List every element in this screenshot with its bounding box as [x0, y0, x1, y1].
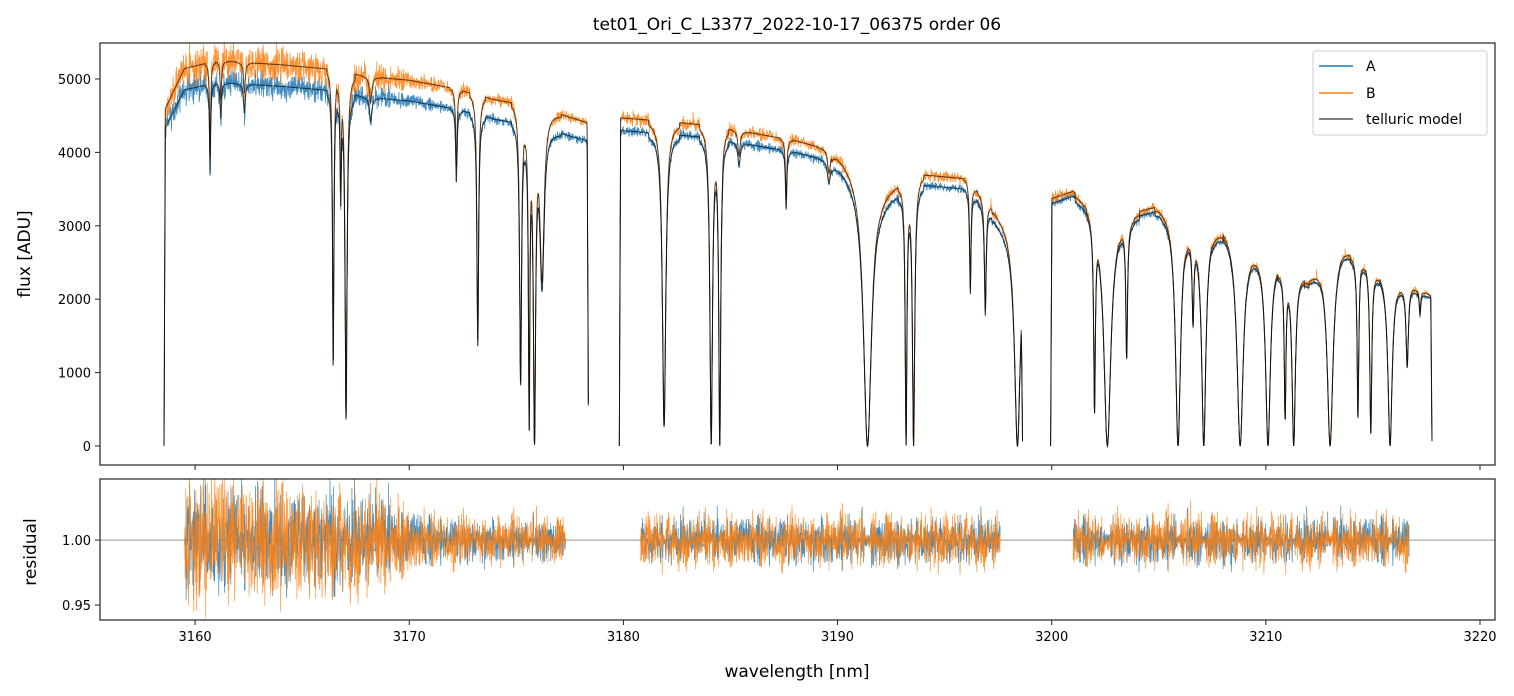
- xtick-label: 3210: [1249, 630, 1282, 645]
- xlabel: wavelength [nm]: [724, 662, 869, 682]
- series-a-flux-segment-0: [163, 65, 589, 447]
- residual-ytick-label: 1.00: [62, 534, 91, 549]
- telluric-model-a-segment-0: [163, 82, 589, 447]
- series-a-flux-segment-2: [1050, 192, 1433, 448]
- residual-ytick-label: 0.95: [62, 599, 91, 614]
- series-b-residual-segment-2: [1072, 499, 1410, 576]
- telluric-model-a-segment-2: [1050, 196, 1433, 448]
- flux-panel: [163, 43, 1433, 448]
- series-b-residual-segment-0: [184, 479, 566, 618]
- telluric-model-b-segment-1: [618, 117, 1023, 448]
- residual-axes-frame: [99, 478, 1496, 621]
- legend-label-telluric: telluric model: [1366, 112, 1462, 128]
- series-a-residual-segment-2: [1072, 505, 1410, 573]
- flux-ylabel: flux [ADU]: [15, 210, 35, 297]
- telluric-model-b-segment-2: [1050, 191, 1433, 448]
- series-b-flux-segment-2: [1050, 188, 1433, 448]
- flux-ytick-label: 1000: [58, 367, 91, 382]
- xtick-label: 3200: [1035, 630, 1068, 645]
- xtick-label: 3180: [607, 630, 640, 645]
- residual-panel: [100, 479, 1495, 618]
- legend-label-b: B: [1366, 86, 1376, 102]
- xtick-label: 3220: [1463, 630, 1496, 645]
- xtick-label: 3160: [179, 630, 212, 645]
- telluric-model-a-segment-1: [618, 130, 1023, 448]
- xtick-label: 3170: [393, 630, 426, 645]
- legend-label-a: A: [1366, 59, 1376, 75]
- telluric-model-b-segment-0: [163, 61, 589, 447]
- flux-ytick-label: 5000: [58, 73, 91, 88]
- flux-ytick-label: 3000: [58, 220, 91, 235]
- flux-ytick-label: 2000: [58, 293, 91, 308]
- series-a-flux-segment-1: [618, 125, 1023, 448]
- legend: A B telluric model: [1312, 50, 1488, 136]
- series-b-flux-segment-0: [163, 43, 589, 447]
- flux-axes-frame: [99, 42, 1496, 466]
- residual-ylabel: residual: [21, 518, 41, 585]
- flux-ytick-label: 4000: [58, 146, 91, 161]
- xtick-label: 3190: [821, 630, 854, 645]
- chart-title: tet01_Ori_C_L3377_2022-10-17_06375 order…: [593, 15, 1001, 35]
- flux-ytick-label: 0: [83, 440, 91, 455]
- series-b-residual-segment-1: [640, 502, 1001, 576]
